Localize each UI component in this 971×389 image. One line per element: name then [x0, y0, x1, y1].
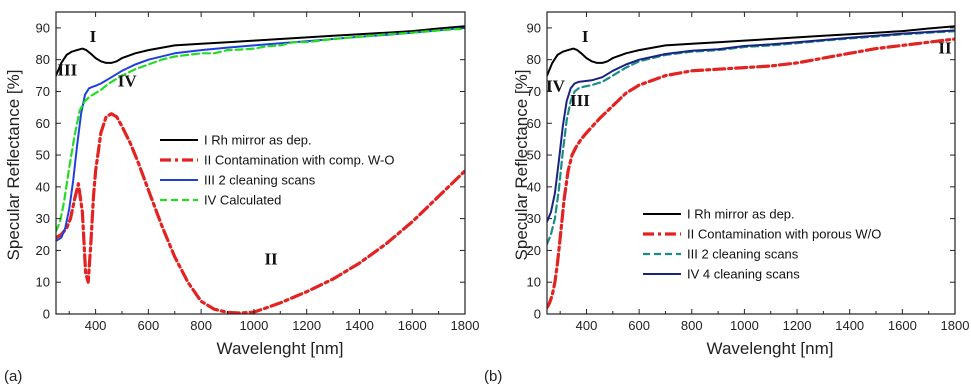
- x-tick-label: 600: [628, 318, 650, 333]
- legend-entry: II Contamination with porous W/O: [687, 227, 881, 242]
- y-tick-label: 60: [36, 116, 50, 131]
- y-tick-label: 20: [36, 243, 50, 258]
- x-tick-label: 1400: [345, 318, 374, 333]
- x-tick-label: 1600: [888, 318, 917, 333]
- y-tick-label: 50: [527, 148, 541, 163]
- panel-a-label: (a): [4, 368, 22, 385]
- y-tick-label: 30: [36, 211, 50, 226]
- y-tick-label: 0: [534, 307, 541, 322]
- legend-entry: II Contamination with comp. W-O: [204, 153, 395, 168]
- curve-annotation: II: [938, 38, 952, 57]
- panel-a-x-axis-title: Wavelenght [nm]: [217, 339, 344, 358]
- legend-entry: III 2 cleaning scans: [687, 247, 799, 262]
- x-tick-label: 400: [576, 318, 598, 333]
- series-line-1: [547, 25, 955, 77]
- x-tick-label: 800: [190, 318, 212, 333]
- curve-annotation: I: [90, 27, 97, 46]
- panel-a-ticks: 400 600 800 1000 1200 1400 1600 1800 0 10 20 30 40 50…: [36, 12, 480, 333]
- y-tick-label: 70: [36, 84, 50, 99]
- legend-entry: III 2 cleaning scans: [204, 173, 316, 188]
- x-tick-label: 600: [138, 318, 160, 333]
- legend-entry: IV Calculated: [204, 193, 281, 208]
- y-tick-label: 0: [43, 307, 50, 322]
- x-tick-label: 800: [681, 318, 703, 333]
- y-tick-label: 60: [527, 116, 541, 131]
- panel-b-ticks: 400 600 800 1000 1200 1400 1600 1800 0 10 20 30 40 50…: [527, 12, 970, 333]
- y-tick-label: 40: [527, 179, 541, 194]
- curve-annotation: IV: [546, 76, 566, 95]
- x-tick-label: 1600: [398, 318, 427, 333]
- panel-a-curves: [56, 25, 465, 314]
- panel-a-plot-frame: [55, 11, 466, 315]
- x-tick-label: 1000: [239, 318, 268, 333]
- y-tick-label: 40: [36, 179, 50, 194]
- y-tick-label: 80: [36, 52, 50, 67]
- y-tick-label: 90: [36, 20, 50, 35]
- curve-annotation: III: [570, 91, 590, 110]
- curve-annotation: III: [57, 61, 77, 80]
- x-tick-label: 1200: [292, 318, 321, 333]
- x-tick-label: 1800: [451, 318, 480, 333]
- series-line-4: [56, 27, 465, 233]
- y-tick-label: 80: [527, 52, 541, 67]
- y-tick-label: 50: [36, 148, 50, 163]
- series-line-4: [547, 29, 955, 223]
- panel-b-curves: [547, 25, 955, 310]
- y-tick-label: 90: [527, 20, 541, 35]
- y-tick-label: 70: [527, 84, 541, 99]
- y-tick-label: 20: [527, 243, 541, 258]
- legend-entry: I Rh mirror as dep.: [687, 207, 795, 222]
- x-tick-label: 1200: [783, 318, 812, 333]
- series-line-2: [56, 112, 465, 314]
- legend-entry: IV 4 cleaning scans: [687, 267, 800, 282]
- panel-b-y-axis-title: Specular Reflectance [%]: [512, 70, 531, 261]
- panel-b-plot-frame: [546, 11, 956, 315]
- legend-entry: I Rh mirror as dep.: [204, 133, 312, 148]
- x-tick-label: 1400: [835, 318, 864, 333]
- y-tick-label: 10: [36, 275, 50, 290]
- series-line-2: [547, 37, 955, 310]
- chart-panel-b: 400 600 800 1000 1200 1400 1600 1800 0 10 20 30 40 50…: [484, 11, 970, 385]
- y-tick-label: 10: [527, 275, 541, 290]
- series-line-1: [56, 25, 465, 77]
- chart-panel-a: 400 600 800 1000 1200 1400 1600 1800 0 10 20 30 40 50…: [4, 11, 480, 385]
- curve-annotation: IV: [118, 72, 138, 91]
- curve-annotation: I: [582, 27, 589, 46]
- x-tick-label: 400: [85, 318, 107, 333]
- panel-a-legend: I Rh mirror as dep. II Contamination with…: [160, 133, 395, 208]
- y-tick-label: 30: [527, 211, 541, 226]
- x-tick-label: 1000: [730, 318, 759, 333]
- x-tick-label: 1800: [941, 318, 970, 333]
- panel-b-label: (b): [484, 368, 502, 385]
- panel-b-legend: I Rh mirror as dep. II Contamination with…: [643, 207, 881, 282]
- panel-b-x-axis-title: Wavelenght [nm]: [707, 339, 834, 358]
- curve-annotation: II: [264, 250, 278, 269]
- panel-a-y-axis-title: Specular Reflectance [%]: [4, 70, 23, 261]
